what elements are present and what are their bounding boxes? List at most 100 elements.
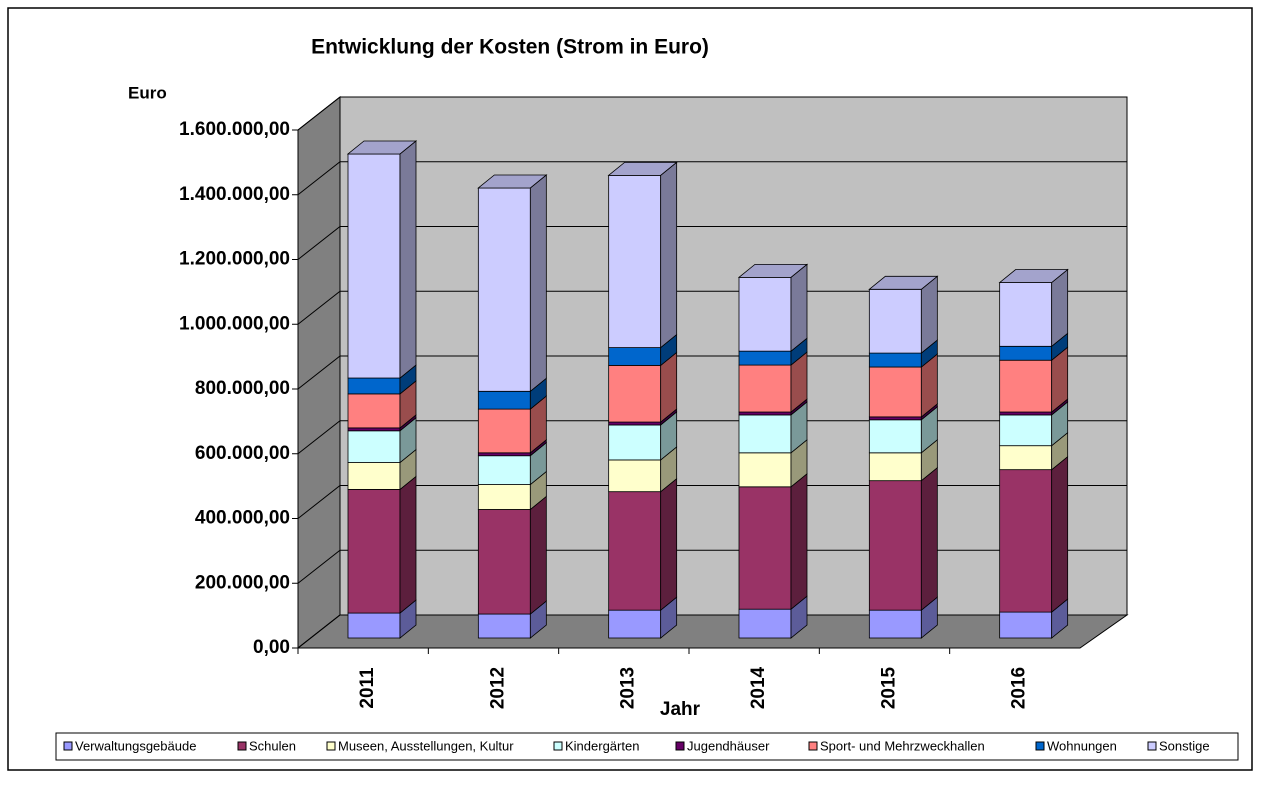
legend-label: Jugendhäuser bbox=[687, 738, 770, 753]
bar-segment bbox=[347, 448, 417, 491]
bar-front bbox=[477, 390, 531, 410]
bar-front bbox=[477, 613, 531, 639]
bar-top bbox=[998, 269, 1069, 283]
bar-segment bbox=[999, 332, 1069, 362]
bar-side bbox=[529, 495, 547, 615]
x-tick-label: 2015 bbox=[878, 666, 899, 709]
bar-segment bbox=[346, 140, 418, 379]
chart-title: Entwicklung der Kosten (Strom in Euro) bbox=[311, 36, 709, 59]
bar-side bbox=[399, 475, 417, 614]
bar-front bbox=[608, 491, 662, 611]
bar-front bbox=[608, 347, 662, 366]
bar-front bbox=[477, 187, 531, 392]
legend-swatch bbox=[808, 741, 818, 751]
grid-line bbox=[297, 290, 1127, 325]
bar-top bbox=[868, 275, 939, 290]
bar-segment bbox=[868, 438, 938, 482]
bar-segment bbox=[999, 598, 1069, 639]
bar-segment bbox=[868, 339, 938, 368]
bar-front bbox=[868, 416, 922, 421]
bar-side bbox=[399, 140, 417, 379]
bar-side bbox=[660, 477, 678, 611]
x-tick-label: 2016 bbox=[1009, 667, 1030, 709]
x-tick-label: 2013 bbox=[618, 667, 639, 709]
grid-line bbox=[297, 420, 1127, 455]
bar-front bbox=[347, 377, 401, 395]
x-tick-label: 2012 bbox=[487, 667, 508, 709]
legend-label: Schulen bbox=[249, 738, 296, 753]
bar-front bbox=[347, 153, 401, 379]
bar-front bbox=[738, 486, 792, 610]
bar-front bbox=[347, 430, 401, 463]
bar-front bbox=[608, 424, 662, 461]
bar-front bbox=[868, 366, 922, 418]
bar-front bbox=[347, 427, 401, 432]
bar-segment bbox=[868, 275, 939, 354]
bar-top bbox=[737, 263, 809, 278]
bar-front bbox=[738, 364, 792, 413]
grid-line bbox=[297, 549, 1127, 584]
bar-front bbox=[999, 282, 1053, 347]
y-tick-label: 0,00 bbox=[253, 637, 290, 658]
x-tick-label: 2014 bbox=[748, 666, 769, 709]
bar-front bbox=[738, 276, 792, 352]
bar-front bbox=[608, 365, 662, 423]
bar-front bbox=[999, 414, 1053, 447]
bar-segment bbox=[999, 346, 1069, 413]
bar-segment bbox=[608, 477, 678, 611]
bar-segment bbox=[477, 174, 548, 393]
bar-front bbox=[608, 174, 662, 348]
bar-front bbox=[347, 462, 401, 490]
bar-front bbox=[738, 452, 792, 488]
y-tick-label: 800.000,00 bbox=[195, 378, 290, 399]
bar-front bbox=[738, 411, 792, 416]
grid-line bbox=[297, 161, 1127, 196]
grid-line bbox=[297, 226, 1127, 260]
legend-label: Verwaltungsgebäude bbox=[75, 738, 196, 753]
legend-label: Sonstige bbox=[1159, 738, 1210, 753]
y-tick-label: 1.000.000,00 bbox=[179, 313, 290, 334]
bar-segment bbox=[999, 431, 1069, 471]
y-axis-label: Euro bbox=[128, 83, 167, 102]
bar-front bbox=[347, 488, 401, 614]
legend-swatch bbox=[237, 741, 247, 751]
bar-segment bbox=[347, 380, 417, 429]
bar-segment bbox=[608, 411, 678, 461]
bar-front bbox=[477, 509, 531, 615]
legend-swatch bbox=[1147, 741, 1157, 751]
bar-front bbox=[868, 288, 922, 354]
bar-segment bbox=[477, 600, 547, 639]
bar-segment bbox=[868, 466, 938, 611]
bar-front bbox=[999, 411, 1053, 416]
y-tick-label: 200.000,00 bbox=[195, 572, 290, 593]
grid-line bbox=[297, 96, 1127, 131]
legend-label: Kindergärten bbox=[565, 738, 639, 753]
bar-front bbox=[999, 359, 1053, 413]
bar-segment bbox=[477, 495, 547, 615]
y-tick-label: 400.000,00 bbox=[195, 508, 290, 529]
bar-front bbox=[347, 393, 401, 429]
bar-front bbox=[868, 419, 922, 454]
bar-top bbox=[346, 140, 418, 155]
bar-front bbox=[868, 352, 922, 368]
y-tick-label: 1.200.000,00 bbox=[179, 249, 290, 270]
legend-swatch bbox=[63, 741, 73, 751]
bar-side bbox=[660, 161, 678, 349]
grid-line bbox=[297, 355, 1127, 390]
bar-front bbox=[999, 445, 1053, 471]
bar-top bbox=[607, 161, 678, 176]
bar-front bbox=[477, 452, 531, 457]
bar-front bbox=[868, 480, 922, 611]
bar-segment bbox=[607, 161, 678, 349]
legend-swatch bbox=[1035, 741, 1045, 751]
bar-front bbox=[608, 421, 662, 426]
bar-segment bbox=[868, 353, 938, 418]
y-tick-label: 600.000,00 bbox=[195, 443, 290, 464]
bar-side bbox=[790, 263, 808, 352]
grid-line bbox=[297, 614, 1127, 649]
bar-front bbox=[999, 345, 1053, 361]
bar-top bbox=[477, 174, 548, 189]
bar-front bbox=[608, 459, 662, 493]
legend-swatch bbox=[326, 741, 336, 751]
